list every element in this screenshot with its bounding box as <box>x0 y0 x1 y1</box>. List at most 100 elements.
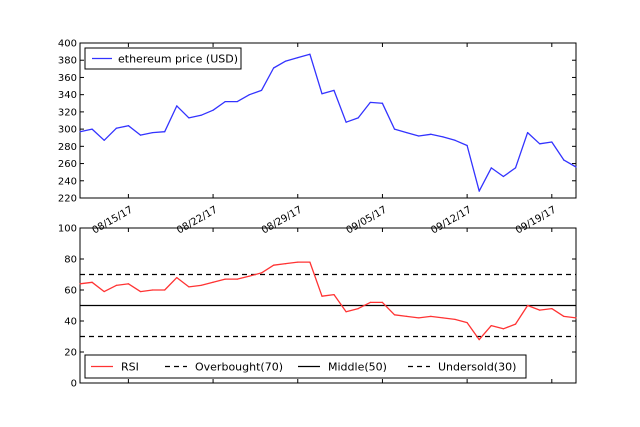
data-point <box>527 304 529 307</box>
data-point <box>127 283 129 285</box>
data-point <box>502 175 505 178</box>
data-point <box>430 133 432 135</box>
y-tick-label: 240 <box>58 176 77 187</box>
data-point <box>236 278 238 280</box>
data-point <box>418 135 420 137</box>
data-point <box>527 131 529 134</box>
data-point <box>321 93 323 95</box>
data-point <box>381 301 384 303</box>
data-point <box>151 131 154 134</box>
y-tick-label: 40 <box>64 317 77 328</box>
axes-frame <box>79 42 577 199</box>
data-point <box>539 143 541 145</box>
data-point <box>357 117 359 119</box>
legend-label: Undersold(30) <box>438 361 516 374</box>
data-point <box>321 295 323 297</box>
data-point <box>115 127 117 129</box>
data-point <box>164 289 166 291</box>
data-point <box>454 139 456 141</box>
data-point <box>454 318 456 321</box>
data-point <box>442 317 444 319</box>
data-point <box>309 261 311 263</box>
data-point <box>139 290 142 293</box>
y-tick-label: 260 <box>58 159 77 170</box>
data-point <box>466 321 468 324</box>
series-line <box>79 53 577 192</box>
data-point <box>514 323 517 325</box>
series-line <box>79 261 577 341</box>
data-point <box>212 109 214 111</box>
data-point <box>79 131 81 133</box>
legend-label: ethereum price (USD) <box>118 53 238 66</box>
y-tick-label: 320 <box>58 107 77 118</box>
y-tick-label: 360 <box>58 73 77 84</box>
data-point <box>551 308 553 310</box>
data-point <box>151 289 154 291</box>
data-point <box>345 311 347 313</box>
data-point <box>272 67 275 69</box>
data-point <box>297 57 299 59</box>
legend-label: Middle(50) <box>328 361 387 374</box>
data-point <box>260 272 263 274</box>
y-tick-label: 380 <box>58 56 77 67</box>
data-point <box>91 128 93 130</box>
data-point <box>345 121 347 123</box>
data-point <box>551 141 553 143</box>
data-point <box>406 131 408 134</box>
legend-label: RSI <box>121 361 139 374</box>
data-point <box>418 317 420 319</box>
data-point <box>212 281 214 283</box>
y-tick-label: 400 <box>58 39 77 50</box>
data-point <box>188 117 190 119</box>
data-point <box>248 94 250 96</box>
y-tick-label: 60 <box>64 286 77 297</box>
rsi-panel: 0 20 40 60 80 100 RSI Overbought(70) Middle(50) U… <box>58 224 577 390</box>
data-point <box>224 278 226 280</box>
data-point <box>297 261 299 263</box>
data-point <box>369 101 371 104</box>
data-point <box>490 325 492 327</box>
data-point <box>176 105 178 107</box>
data-point <box>309 53 311 55</box>
data-point <box>91 281 93 283</box>
data-point <box>103 139 105 141</box>
data-point <box>285 263 287 265</box>
y-tick-label: 100 <box>58 224 77 235</box>
legend <box>84 47 242 70</box>
data-point <box>514 167 517 169</box>
data-point <box>430 315 432 317</box>
data-point <box>127 125 129 127</box>
data-point <box>260 89 263 91</box>
data-point <box>393 314 396 316</box>
y-tick-label: 20 <box>64 348 77 359</box>
data-point <box>442 136 444 138</box>
data-point <box>393 128 396 130</box>
data-point <box>381 102 384 104</box>
data-point <box>236 100 238 103</box>
data-point <box>406 315 408 317</box>
data-point <box>188 286 190 288</box>
data-point <box>478 339 480 341</box>
data-point <box>357 308 359 310</box>
data-point <box>272 264 275 266</box>
y-tick-label: 80 <box>64 255 77 266</box>
data-point <box>333 89 335 91</box>
data-point <box>563 315 565 317</box>
legend-label: Overbought(70) <box>195 361 283 374</box>
data-point <box>248 275 250 277</box>
data-point <box>103 290 105 293</box>
y-tick-label: 220 <box>58 194 77 205</box>
data-point <box>285 60 287 62</box>
data-point <box>333 294 335 296</box>
data-point <box>164 131 166 133</box>
data-point <box>466 144 468 147</box>
data-point <box>176 277 178 279</box>
data-point <box>539 309 541 311</box>
data-point <box>502 328 505 330</box>
data-point <box>115 284 117 286</box>
data-point <box>575 166 577 168</box>
data-point <box>200 114 202 116</box>
y-tick-label: 300 <box>58 125 77 136</box>
data-point <box>490 167 492 169</box>
